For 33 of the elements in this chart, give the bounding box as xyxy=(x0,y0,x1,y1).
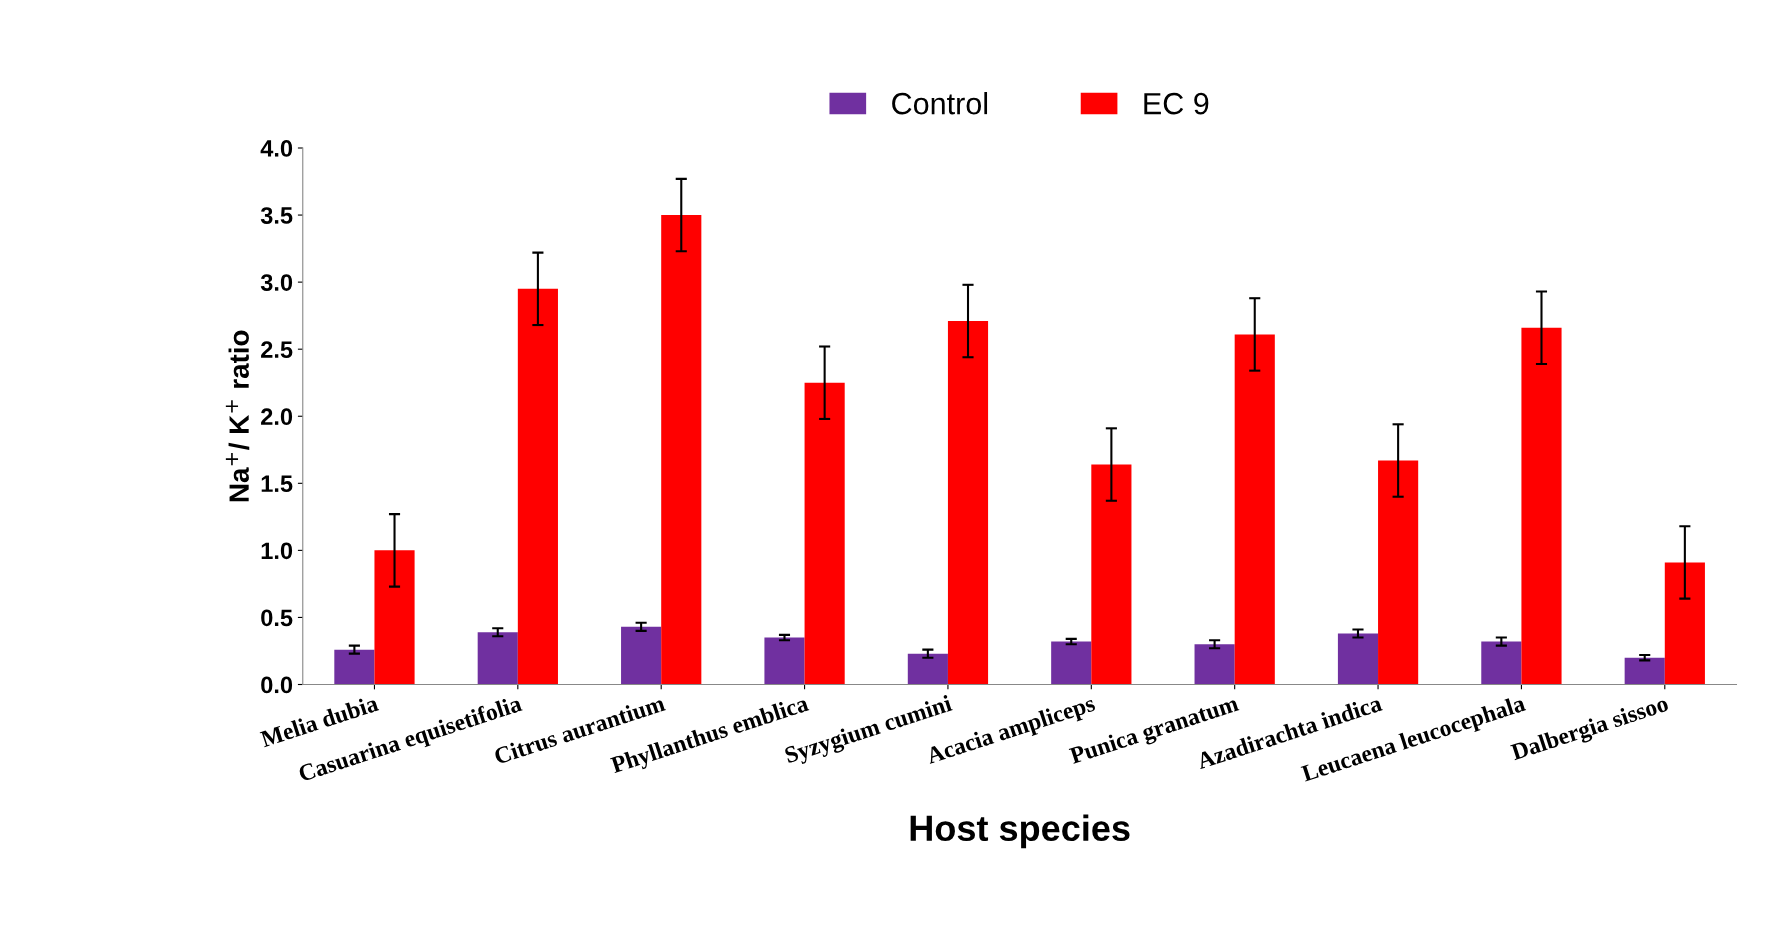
legend-label: Control xyxy=(892,92,988,115)
bar xyxy=(947,321,989,685)
y-tick-label: 3.5 xyxy=(260,207,293,224)
bar xyxy=(621,626,662,685)
bar xyxy=(1521,327,1562,685)
legend-label: EC 9 xyxy=(1144,92,1209,115)
bar xyxy=(1664,562,1705,685)
bar xyxy=(517,288,558,685)
bar xyxy=(1378,460,1419,685)
y-tick-label: 2.0 xyxy=(261,408,293,426)
bar xyxy=(1194,644,1235,685)
bar xyxy=(907,653,948,685)
y-axis-title: Na$^{+}$/ K$^{+}$ ratio xyxy=(225,330,250,502)
y-tick-label: 3.0 xyxy=(260,274,293,291)
bar xyxy=(804,382,845,685)
bar xyxy=(1091,464,1132,685)
y-tick-label: 2.5 xyxy=(261,341,293,358)
bar xyxy=(1234,334,1275,685)
bar xyxy=(334,649,375,685)
bar xyxy=(764,637,805,685)
bar xyxy=(1624,657,1665,685)
y-tick-label: 0.0 xyxy=(261,676,293,694)
bar xyxy=(1337,633,1379,685)
y-tick-label: 4.0 xyxy=(260,140,293,157)
bar xyxy=(374,550,415,685)
bar xyxy=(661,215,702,685)
bar xyxy=(1481,641,1522,685)
y-tick-label: 1.0 xyxy=(261,542,293,560)
bar xyxy=(477,632,518,685)
y-tick-label: 1.5 xyxy=(261,475,293,493)
y-tick-label: 0.5 xyxy=(261,609,293,627)
x-axis-title: Host species xyxy=(910,814,1130,849)
bar xyxy=(1051,641,1092,685)
